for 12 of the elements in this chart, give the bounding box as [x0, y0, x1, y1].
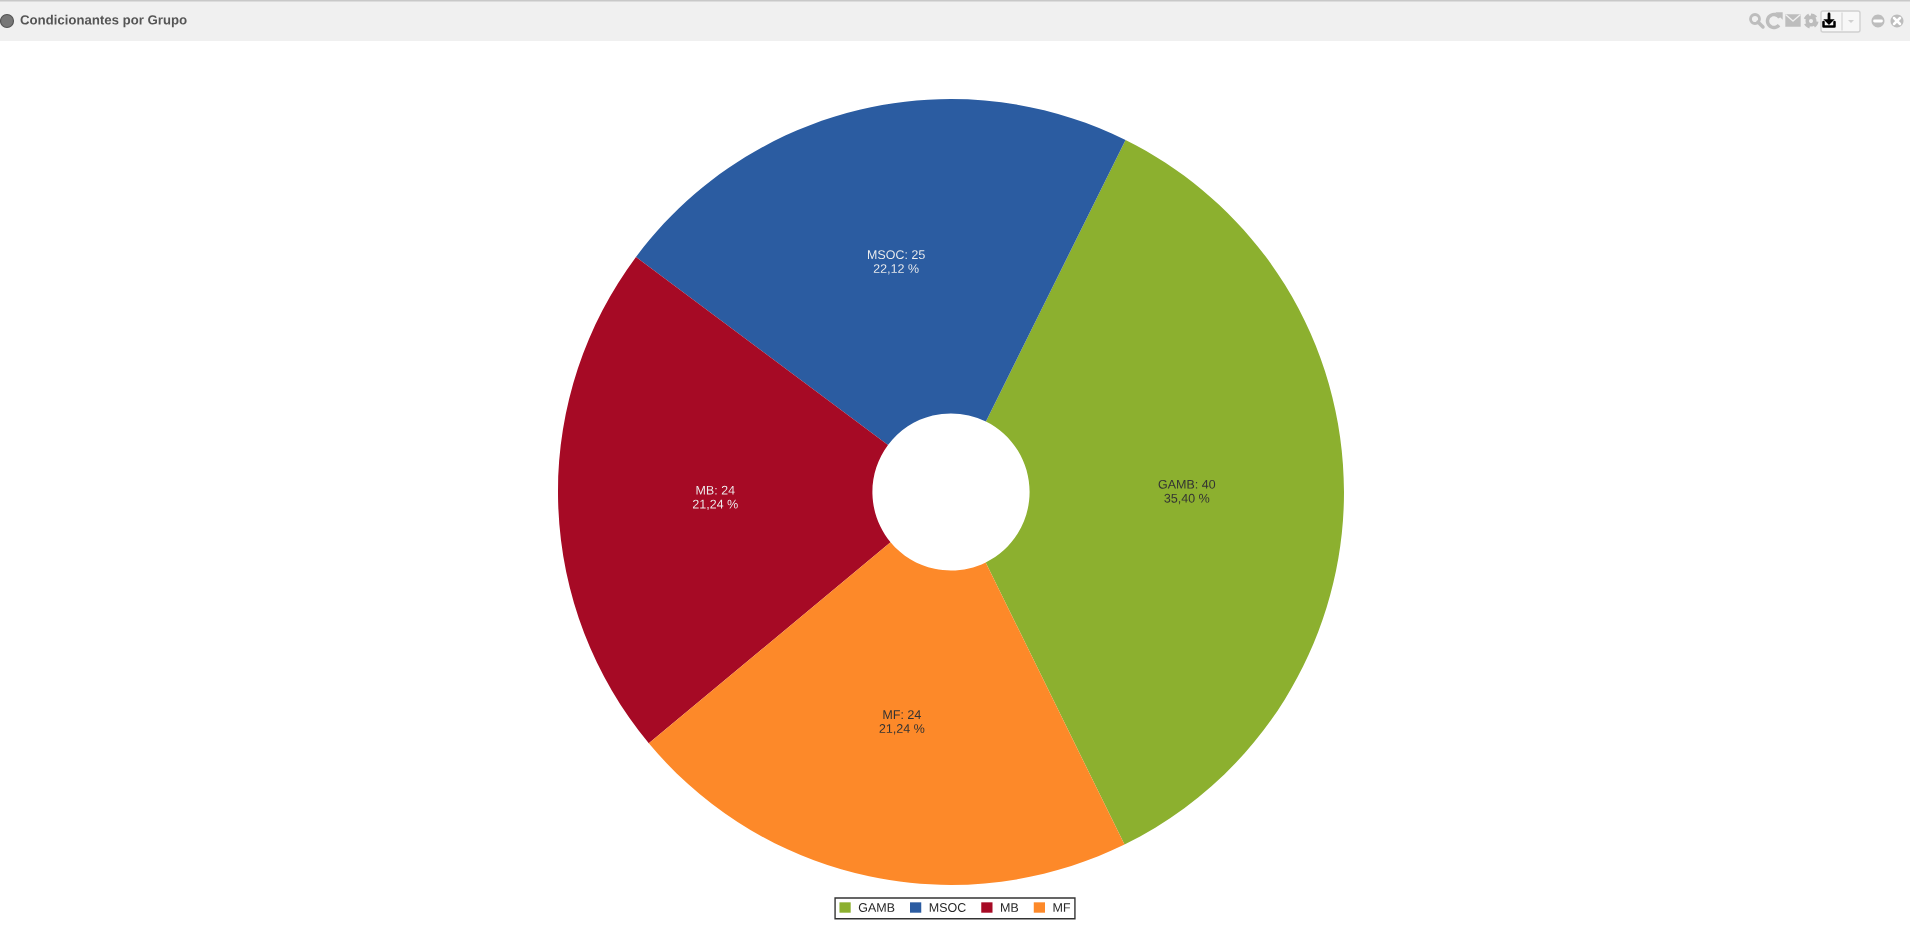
donut-slice	[985, 139, 1344, 845]
legend-label: MB	[1001, 903, 1019, 912]
data-label: MF: 24 21,24 %	[879, 710, 925, 735]
donut-slice	[648, 542, 1125, 885]
data-label: MB: 24 21,24 %	[692, 485, 738, 510]
data-label: GAMB: 40 35,40 %	[1158, 479, 1216, 505]
legend-label: MSOC	[929, 903, 966, 912]
data-label: MSOC: 25 22,12 %	[867, 250, 925, 275]
text: Condicionantes por Grupo	[20, 14, 187, 28]
legend-label: GAMB	[858, 903, 895, 912]
donut-slice	[635, 99, 1126, 445]
legend-label: MF	[1053, 903, 1071, 912]
